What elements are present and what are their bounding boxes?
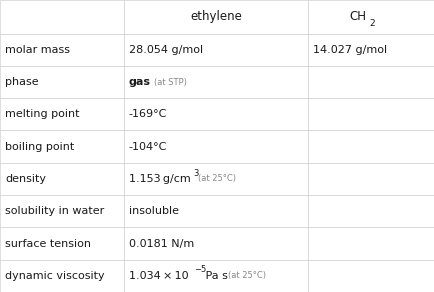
Text: boiling point: boiling point [5,142,75,152]
Text: molar mass: molar mass [5,45,70,55]
Text: 1.034 × 10: 1.034 × 10 [129,271,188,281]
Text: 14.027 g/mol: 14.027 g/mol [313,45,388,55]
Bar [0,131,124,163]
Bar [124,98,308,131]
Bar [308,195,434,227]
Text: melting point: melting point [5,109,80,119]
Bar [0,98,124,131]
Bar [124,66,308,98]
Bar [124,227,308,260]
Text: phase: phase [5,77,39,87]
Bar [124,131,308,163]
Text: 1.153 g/cm: 1.153 g/cm [129,174,191,184]
Bar [0,260,124,292]
Bar [308,260,434,292]
Bar [308,131,434,163]
Bar [124,34,308,66]
Bar [124,163,308,195]
Bar [0,66,124,98]
Text: 0.0181 N/m: 0.0181 N/m [129,239,194,248]
Bar [0,34,124,66]
Bar [308,163,434,195]
Bar [308,98,434,131]
Text: solubility in water: solubility in water [5,206,105,216]
Bar [0,227,124,260]
Bar [308,34,434,66]
Text: density: density [5,174,46,184]
Text: (at STP): (at STP) [154,78,187,86]
Text: -169°C: -169°C [129,109,167,119]
Bar [124,260,308,292]
Text: insoluble: insoluble [129,206,179,216]
Bar [124,0,308,34]
Text: (at 25°C): (at 25°C) [198,174,237,183]
Text: gas: gas [129,77,151,87]
Bar [0,0,124,34]
Text: 28.054 g/mol: 28.054 g/mol [129,45,203,55]
Bar [308,0,434,34]
Text: 3: 3 [193,168,198,178]
Bar [0,195,124,227]
Bar [308,227,434,260]
Bar [308,66,434,98]
Text: ethylene: ethylene [190,10,242,23]
Text: (at 25°C): (at 25°C) [228,271,266,280]
Text: Pa s: Pa s [202,271,228,281]
Bar [0,163,124,195]
Text: −5: −5 [194,265,206,274]
Text: dynamic viscosity: dynamic viscosity [5,271,105,281]
Bar [124,195,308,227]
Text: CH: CH [350,10,367,23]
Text: surface tension: surface tension [5,239,91,248]
Text: 2: 2 [369,19,375,28]
Text: -104°C: -104°C [129,142,167,152]
